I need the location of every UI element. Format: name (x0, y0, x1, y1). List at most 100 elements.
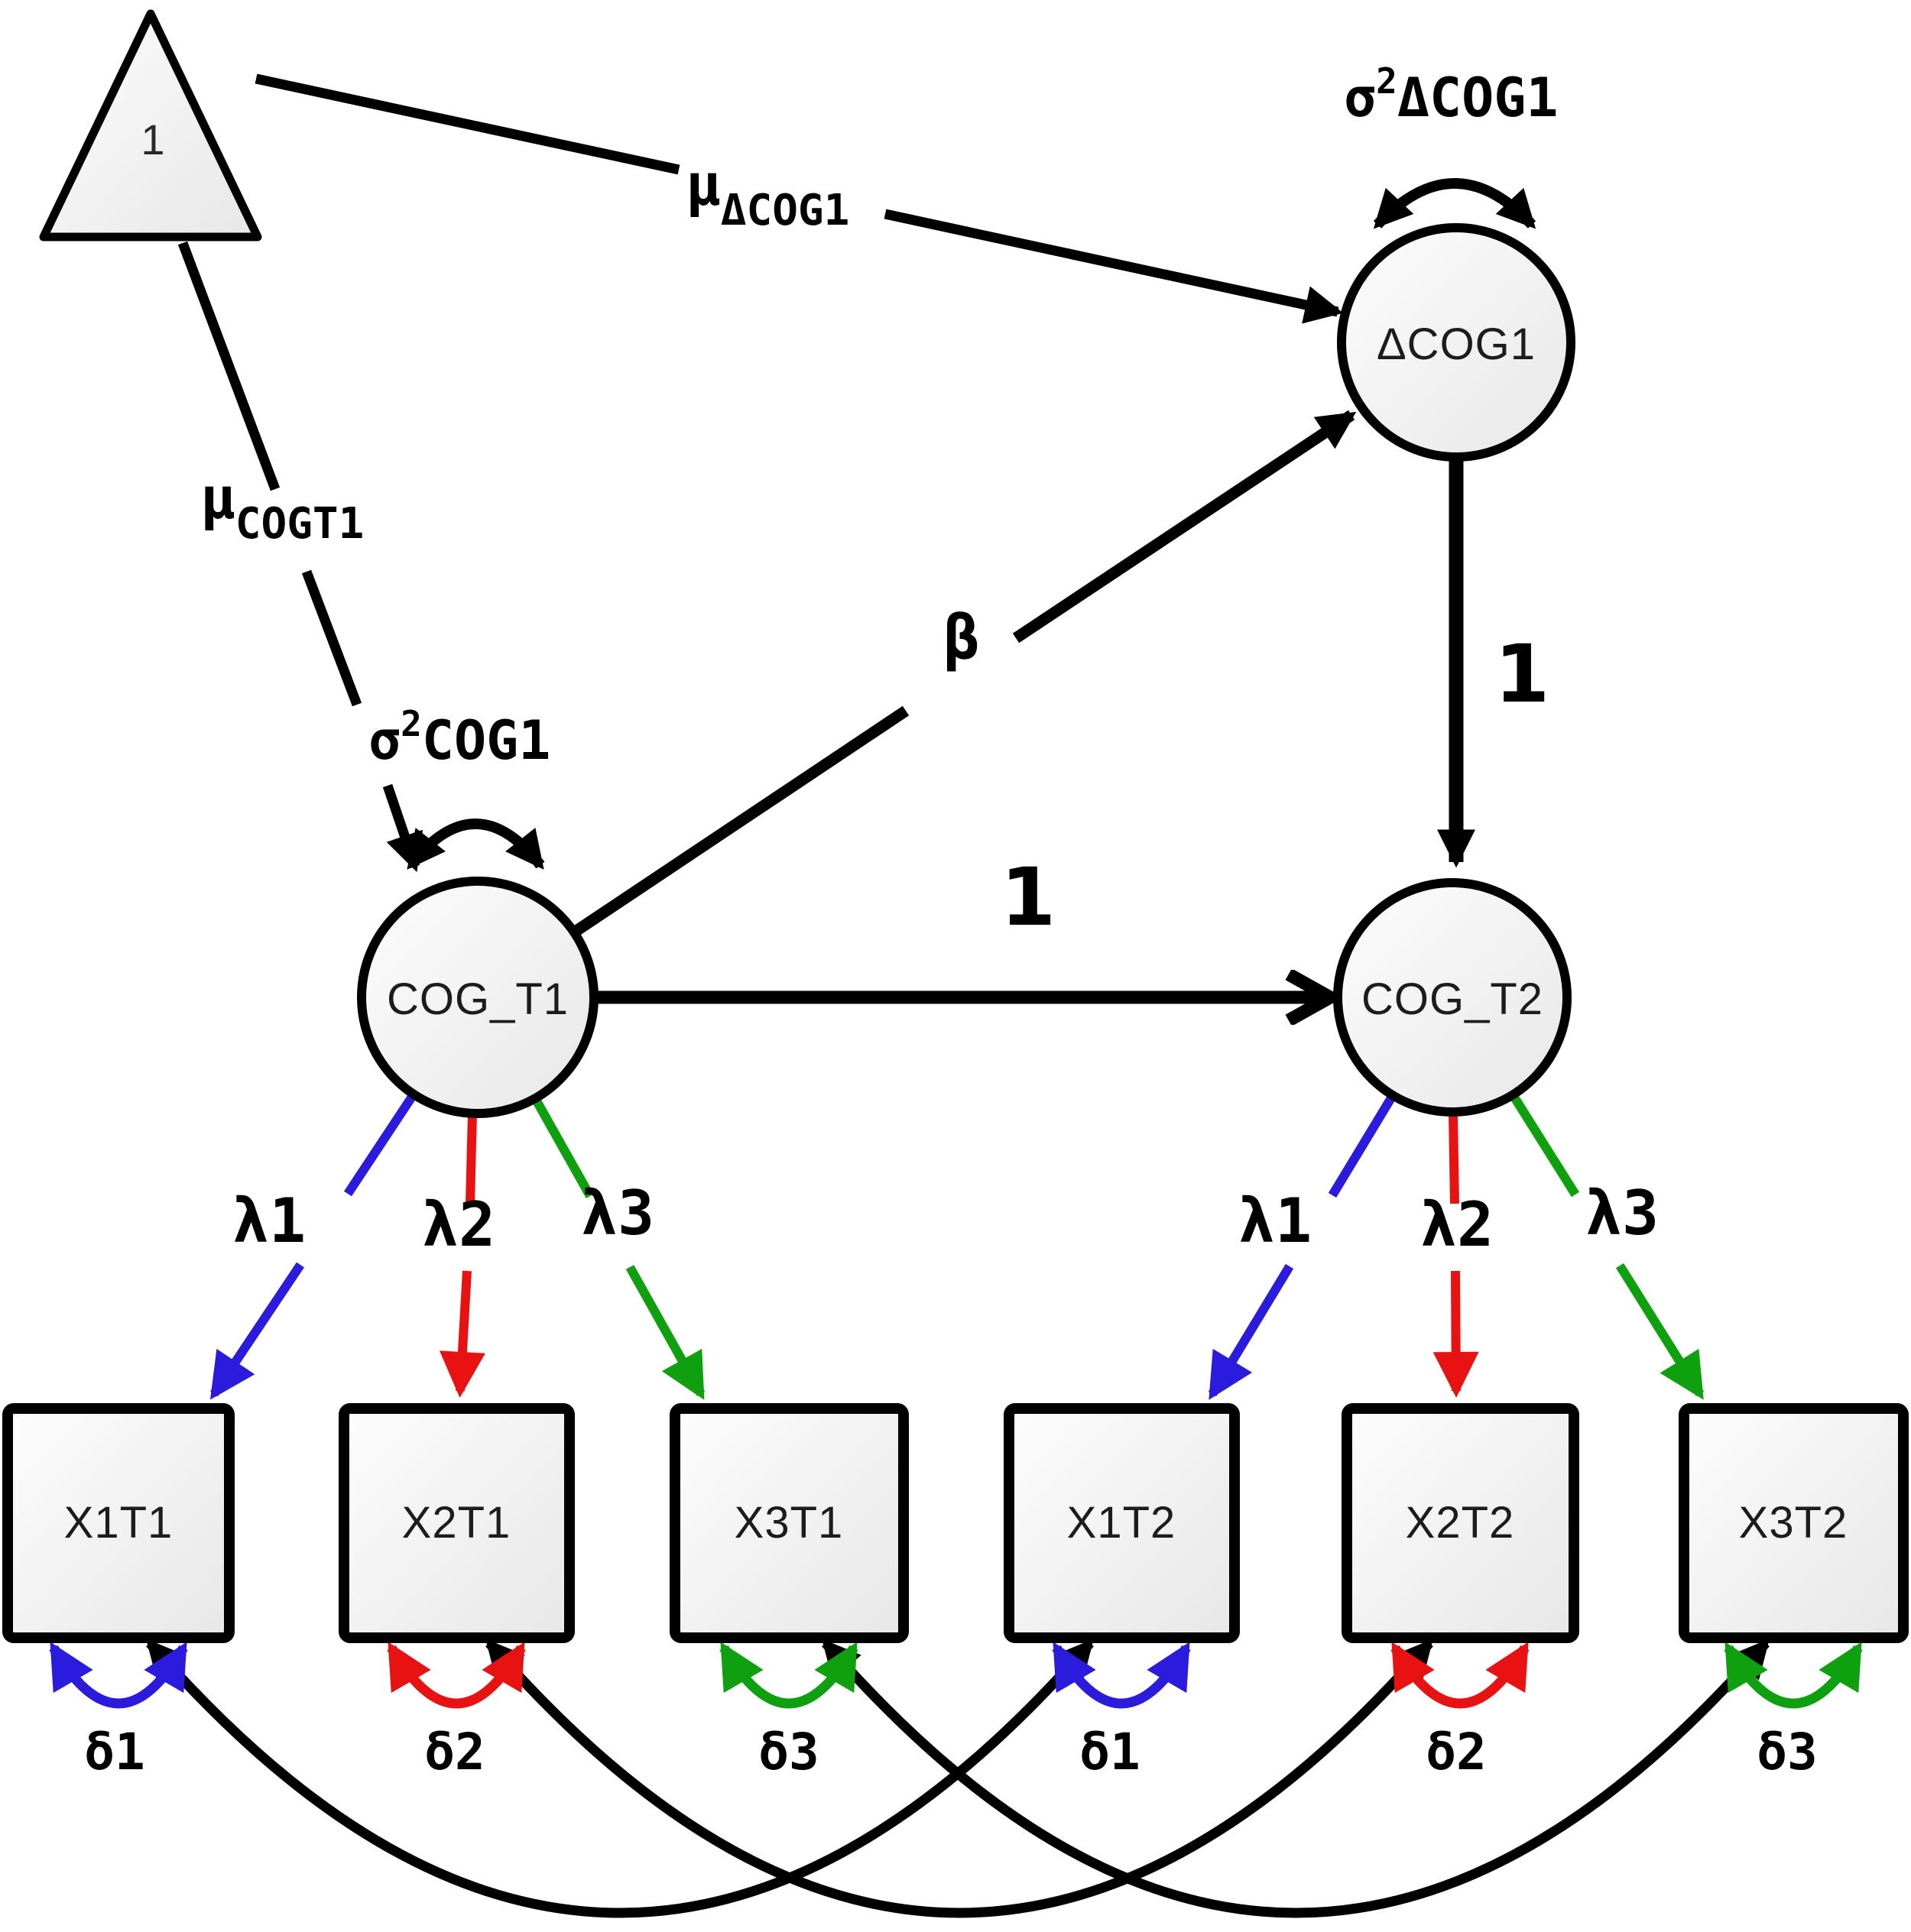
loading-path-lambda1-t2 (1208, 1094, 1397, 1400)
indicator-label-x3t1: X3T1 (735, 1498, 844, 1548)
variance-label-delta-cog1: σ2ΔCOG1 (1344, 60, 1559, 129)
residual-label-x2t2: δ2 (1426, 1723, 1486, 1781)
loading-label-lambda3-t1: λ3 (581, 1178, 654, 1249)
indicator-node-x1t2: X1T2 (1004, 1403, 1240, 1643)
latent-circle-delta-cog1 (1337, 223, 1575, 462)
loading-path-lambda3-t1 (530, 1096, 706, 1400)
indicator-node-x2t2: X2T2 (1342, 1403, 1579, 1643)
sigma-glyph: σ (1344, 66, 1376, 129)
residual-label-x3t2: δ3 (1757, 1723, 1817, 1781)
sigma-glyph: σ (368, 709, 401, 772)
loading-path-lambda2-t1 (439, 1113, 485, 1398)
latent-label-delta-cog1: ΔCOG1 (1377, 319, 1536, 369)
mean-line-segment (301, 569, 362, 707)
latent-node-cog-t1: COG_T1 (357, 877, 599, 1118)
indicator-label-x1t2: X1T2 (1067, 1498, 1176, 1548)
mean-path-to-delta-cog1 (255, 73, 1344, 324)
loading-line-segment (1328, 1094, 1397, 1198)
latent-node-cog-t2: COG_T2 (1333, 878, 1572, 1117)
covariance-curve-x3t1-x3t2 (822, 1639, 1770, 1918)
latent-label-cog-t1: COG_T1 (387, 974, 569, 1024)
path-one-horizontal-label: 1 (1001, 851, 1056, 944)
loading-line-segment (1208, 1263, 1294, 1400)
loading-path-lambda1-t1 (209, 1091, 418, 1400)
residual-arc-x1t1 (49, 1642, 188, 1709)
covariance-curve-x1t1-x1t2 (146, 1639, 1094, 1918)
indicator-square-x2t2 (1342, 1403, 1579, 1643)
indicator-node-x3t1: X3T1 (670, 1403, 909, 1643)
mu-glyph: μ (686, 151, 721, 219)
loading-line-segment (625, 1265, 706, 1400)
variance-suffix: COG1 (422, 709, 551, 772)
loading-label-lambda1-t2: λ1 (1238, 1185, 1312, 1256)
loading-path-lambda3-t2 (1509, 1093, 1705, 1400)
latent-circle-cog-t1 (357, 877, 599, 1118)
covariance-curve-x2t1-x2t2 (485, 1639, 1433, 1918)
residual-arc-x2t1 (387, 1642, 526, 1709)
indicator-node-x2t1: X2T1 (339, 1403, 575, 1643)
latent-node-delta-cog1: ΔCOG1 (1337, 223, 1575, 462)
constant-triangle (39, 9, 262, 242)
residual-arc-x2t2 (1390, 1642, 1530, 1709)
loading-line-segment (439, 1270, 485, 1398)
constant-node: 1 (39, 9, 262, 242)
indicator-square-x3t1 (670, 1403, 909, 1643)
sigma-exponent: 2 (401, 703, 422, 744)
indicator-square-x1t2 (1004, 1403, 1240, 1643)
mean-path-to-cog-t1 (177, 241, 423, 873)
loading-line-segment (343, 1091, 418, 1197)
residual-arc-x3t1 (719, 1642, 858, 1709)
mean-line-segment (382, 783, 423, 873)
mean-label-cog-t1: μCOGT1 (200, 464, 364, 549)
mean-line-segment (884, 209, 1344, 324)
indicator-label-x3t2: X3T2 (1739, 1498, 1848, 1548)
loading-label-lambda2-t1: λ2 (422, 1189, 495, 1260)
mu-subscript: ΔCOG1 (721, 186, 850, 235)
mean-line-segment (255, 73, 680, 175)
path-one-vertical-label: 1 (1494, 627, 1549, 721)
loading-label-lambda3-t2: λ3 (1585, 1178, 1659, 1249)
variance-arc-delta-cog1 (1373, 178, 1536, 229)
latent-label-cog-t2: COG_T2 (1361, 974, 1543, 1024)
indicator-node-x3t2: X3T2 (1679, 1403, 1909, 1643)
indicator-label-x2t2: X2T2 (1406, 1498, 1515, 1548)
loading-line-segment (1615, 1263, 1705, 1400)
indicator-label-x2t1: X2T1 (402, 1498, 511, 1548)
loading-line-segment (209, 1262, 304, 1400)
variance-arc-cog-t1 (406, 819, 545, 870)
residual-arc-x1t2 (1052, 1642, 1191, 1709)
beta-line-segment (1012, 410, 1357, 643)
mean-line-segment (177, 241, 281, 491)
loading-line-segment (1432, 1270, 1479, 1398)
sigma-exponent: 2 (1376, 60, 1397, 102)
residual-label-x1t1: δ1 (84, 1723, 144, 1781)
loading-line-segment (1449, 1113, 1459, 1204)
indicator-square-x2t1 (339, 1403, 575, 1643)
loading-line-segment (1509, 1093, 1580, 1198)
residual-label-x3t1: δ3 (758, 1723, 819, 1781)
beta-line-segment (573, 705, 910, 936)
indicator-label-x1t1: X1T1 (64, 1498, 174, 1548)
indicator-square-x3t2 (1679, 1403, 1909, 1643)
loading-line-segment (466, 1113, 477, 1204)
beta-path-label: β (943, 602, 980, 673)
beta-path-cog-t1-to-delta-cog1 (573, 410, 1357, 936)
residual-label-x2t1: δ2 (424, 1723, 485, 1781)
loading-line-segment (530, 1096, 595, 1198)
loading-label-lambda2-t2: λ2 (1420, 1189, 1494, 1260)
constant-label: 1 (141, 115, 164, 164)
mu-glyph: μ (200, 464, 235, 532)
mu-subscript: COGT1 (235, 499, 365, 549)
variance-label-cog-t1: σ2COG1 (368, 703, 550, 772)
loading-label-lambda1-t1: λ1 (232, 1185, 306, 1256)
residual-label-x1t2: δ1 (1079, 1723, 1140, 1781)
loading-path-lambda2-t2 (1432, 1113, 1479, 1398)
mean-label-delta-cog1: μΔCOG1 (686, 151, 849, 235)
variance-suffix: ΔCOG1 (1397, 66, 1559, 129)
indicator-node-x1t1: X1T1 (2, 1403, 235, 1643)
indicator-square-x1t1 (2, 1403, 235, 1643)
latent-circle-cog-t2 (1333, 878, 1572, 1117)
residual-arc-x3t2 (1724, 1642, 1863, 1709)
